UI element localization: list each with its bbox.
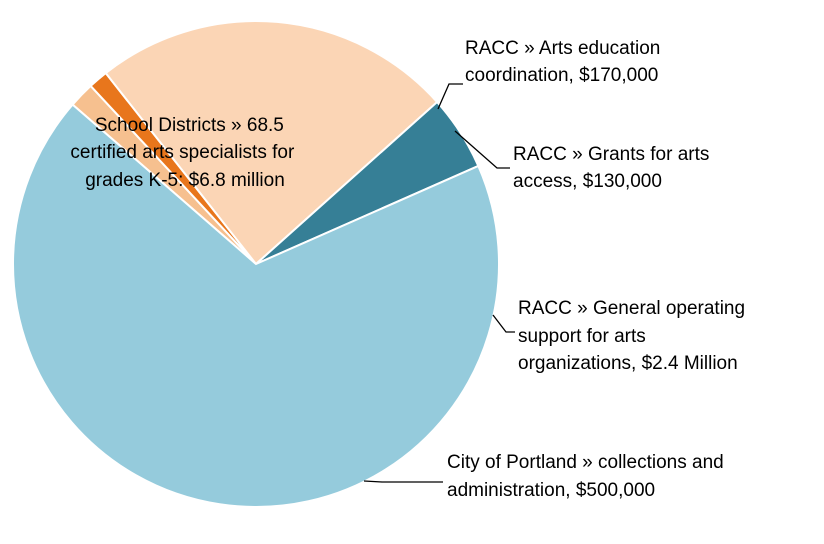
slice-school-districts (12, 103, 500, 508)
slice-label-city-of-portland: City of Portland » collections and admin… (447, 452, 729, 501)
leader-line-city-of-portland (363, 480, 443, 483)
slice-label-school-districts: School Districts » 68.5 certified arts s… (70, 115, 299, 191)
slice-label-general-operating: RACC » General operating support for art… (518, 298, 750, 374)
leader-line-arts-education (437, 83, 463, 110)
leader-line-general-operating (492, 314, 515, 333)
leader-lines (363, 83, 515, 483)
slice-label-grants-arts-access: RACC » Grants for arts access, $130,000 (513, 144, 715, 192)
leader-line-grants-arts-access (454, 130, 510, 169)
slice-label-arts-education: RACC » Arts education coordination, $170… (465, 38, 666, 86)
pie-slices (12, 20, 500, 508)
slice-general-operating (104, 20, 439, 266)
